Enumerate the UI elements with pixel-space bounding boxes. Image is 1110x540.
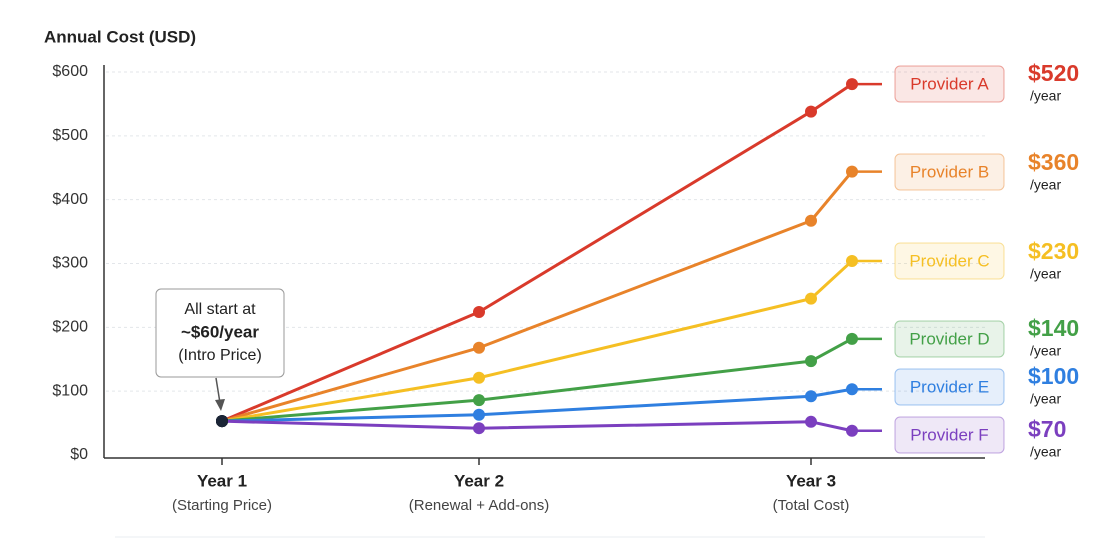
legend-entry: Provider C (894, 242, 1005, 280)
data-point (805, 105, 817, 118)
price-unit: /year (1030, 391, 1061, 407)
series-line (221, 387, 853, 423)
data-point (846, 332, 858, 345)
legend-box (894, 65, 1005, 103)
data-point (805, 415, 817, 428)
data-point (846, 424, 858, 437)
price-label: $140 (1028, 315, 1079, 341)
legend-box (894, 242, 1005, 280)
annotation-box (155, 288, 285, 378)
x-tick-label: Year 1 (197, 471, 247, 490)
series-line (221, 337, 853, 423)
price-unit: /year (1030, 88, 1061, 104)
y-tick-label: $200 (52, 319, 88, 336)
annotation-line: All start at (184, 301, 256, 318)
legend-box (894, 153, 1005, 191)
data-point (473, 422, 485, 435)
legend-entry: Provider D (894, 320, 1005, 358)
annotation-line: (Intro Price) (178, 347, 262, 364)
data-point (473, 341, 485, 354)
legend-label: Provider E (910, 377, 989, 396)
series-line (221, 170, 854, 423)
legend-entry: Provider F (894, 416, 1005, 454)
annotation-arrow (215, 377, 221, 404)
price-unit: /year (1030, 266, 1061, 282)
data-point (805, 355, 817, 368)
legend-label: Provider F (910, 425, 988, 444)
price-label: $100 (1028, 363, 1079, 389)
legend-label: Provider C (909, 251, 989, 270)
x-tick-label: Year 2 (454, 471, 504, 490)
data-point (473, 306, 485, 319)
y-tick-label: $0 (70, 446, 88, 463)
price-unit: /year (1030, 343, 1061, 359)
legend-box (894, 368, 1005, 406)
legend-box (894, 320, 1005, 358)
legend-entry: Provider A (894, 65, 1005, 103)
data-point (473, 394, 485, 407)
data-point (846, 78, 858, 91)
data-point (846, 254, 858, 267)
x-tick-sublabel: (Total Cost) (773, 497, 850, 514)
legend-entry: Provider B (894, 153, 1005, 191)
annotation-arrowhead (215, 399, 225, 411)
x-tick-sublabel: (Renewal + Add-ons) (409, 497, 550, 514)
y-axis-label: Annual Cost (USD) (44, 27, 196, 46)
x-tick-label: Year 3 (786, 471, 836, 490)
y-tick-label: $100 (52, 382, 88, 399)
data-point (846, 383, 858, 396)
price-label: $360 (1028, 149, 1079, 175)
price-label: $230 (1028, 238, 1079, 264)
legend-label: Provider B (910, 162, 989, 181)
data-point (216, 415, 228, 428)
annotation-line: ~$60/year (181, 322, 259, 341)
legend-entry: Provider E (894, 368, 1005, 406)
data-point (805, 292, 817, 305)
series-line (221, 82, 853, 423)
legend-label: Provider A (910, 74, 989, 93)
y-tick-label: $500 (52, 127, 88, 144)
annotation: All start at ~$60/year (Intro Price) (155, 288, 285, 411)
data-point (473, 371, 485, 384)
y-tick-label: $300 (52, 255, 88, 272)
data-point (805, 214, 817, 227)
data-point (846, 165, 858, 178)
legend-box (894, 416, 1005, 454)
y-tick-label: $400 (52, 191, 88, 208)
price-unit: /year (1030, 177, 1061, 193)
x-tick-sublabel: (Starting Price) (172, 497, 272, 514)
legend-label: Provider D (909, 329, 989, 348)
series-line (221, 259, 854, 423)
data-point (805, 390, 817, 403)
price-label: $70 (1028, 416, 1066, 442)
price-label: $520 (1028, 60, 1079, 86)
price-unit: /year (1030, 444, 1061, 460)
series-line (221, 419, 853, 433)
y-tick-label: $600 (52, 63, 88, 80)
data-point (473, 408, 485, 421)
